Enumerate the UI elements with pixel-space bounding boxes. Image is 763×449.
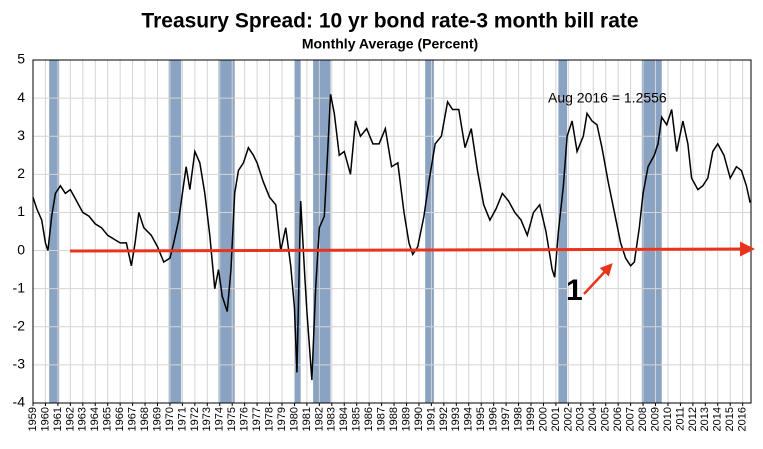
x-tick-label: 2010 xyxy=(662,407,674,431)
x-tick-label: 1986 xyxy=(363,407,375,431)
x-tick-label: 1964 xyxy=(89,407,101,431)
x-tick-label: 1983 xyxy=(326,407,338,431)
x-tick-label: 1998 xyxy=(512,407,524,431)
recession-band xyxy=(641,60,662,403)
x-tick-label: 1982 xyxy=(313,407,325,431)
x-tick-label: 1990 xyxy=(413,407,425,431)
x-tick-label: 1965 xyxy=(102,407,114,431)
x-tick-label: 2012 xyxy=(687,407,699,431)
plot-frame xyxy=(32,59,752,404)
recession-band xyxy=(168,60,182,403)
recession-band xyxy=(313,60,331,403)
x-tick-label: 1997 xyxy=(500,407,512,431)
x-tick-label: 2003 xyxy=(575,407,587,431)
pointer-arrow xyxy=(583,263,613,295)
x-tick-label: 2004 xyxy=(587,407,599,431)
x-tick-label: 1976 xyxy=(239,407,251,431)
recession-band xyxy=(425,60,434,403)
recession-band xyxy=(294,60,301,403)
x-tick-label: 2000 xyxy=(537,407,549,431)
x-tick-label: 1988 xyxy=(388,407,400,431)
x-tick-label: 1962 xyxy=(64,407,76,431)
y-tick-label: 4 xyxy=(17,89,25,105)
recession-band xyxy=(218,60,235,403)
x-tick-label: 1981 xyxy=(301,407,313,431)
x-tick-label: 2007 xyxy=(625,407,637,431)
y-tick-label: -2 xyxy=(13,317,26,333)
x-tick-label: 1999 xyxy=(525,407,537,431)
recession-band xyxy=(49,60,60,403)
x-tick-label: 2001 xyxy=(550,407,562,431)
x-tick-label: 1959 xyxy=(27,407,39,431)
x-tick-label: 2015 xyxy=(724,407,736,431)
x-tick-label: 2011 xyxy=(674,407,686,431)
x-tick-label: 1973 xyxy=(201,407,213,431)
x-tick-label: 1992 xyxy=(438,407,450,431)
plot-area: 1959 1960 1961 1962 1963 1964 1965 1966 1967 1968… xyxy=(13,51,752,431)
x-tick-label: 2016 xyxy=(737,407,749,431)
reference-arrow xyxy=(69,241,755,257)
x-tick-label: 1996 xyxy=(488,407,500,431)
y-tick-label: -1 xyxy=(13,279,26,295)
y-tick-label: -4 xyxy=(13,394,26,410)
x-tick-label: 1987 xyxy=(376,407,388,431)
x-tick-label: 2014 xyxy=(712,407,724,431)
recession-band xyxy=(558,60,568,403)
x-tick-label: 1989 xyxy=(400,407,412,431)
x-tick-label: 2009 xyxy=(649,407,661,431)
x-tick-label: 1966 xyxy=(114,407,126,431)
y-tick-label: 1 xyxy=(17,203,25,219)
x-tick-label: 1970 xyxy=(164,407,176,431)
x-tick-label: 1972 xyxy=(189,407,201,431)
x-tick-label: 1978 xyxy=(263,407,275,431)
y-tick-label: 0 xyxy=(17,241,25,257)
x-tick-label: 1991 xyxy=(425,407,437,431)
x-tick-label: 1975 xyxy=(226,407,238,431)
x-tick-label: 1977 xyxy=(251,407,263,431)
x-tick-label: 1985 xyxy=(351,407,363,431)
y-tick-label: -3 xyxy=(13,356,26,372)
chart-subtitle: Monthly Average (Percent) xyxy=(302,36,478,52)
x-tick-label: 1974 xyxy=(214,407,226,431)
x-tick-label: 1993 xyxy=(450,407,462,431)
y-tick-label: 2 xyxy=(17,165,25,181)
annotation: 1 xyxy=(566,274,583,307)
data-line xyxy=(32,94,751,381)
x-tick-label: 1969 xyxy=(151,407,163,431)
x-tick-label: 1960 xyxy=(39,407,51,431)
y-tick-label: 3 xyxy=(17,127,25,143)
chart-title: Treasury Spread: 10 yr bond rate-3 month… xyxy=(141,10,638,33)
x-tick-label: 1980 xyxy=(288,407,300,431)
x-tick-label: 2002 xyxy=(562,407,574,431)
x-tick-label: 2008 xyxy=(637,407,649,431)
annotation: Aug 2016 = 1.2556 xyxy=(548,90,667,106)
x-tick-label: 2006 xyxy=(612,407,624,431)
x-tick-label: 1995 xyxy=(475,407,487,431)
x-tick-label: 2013 xyxy=(699,407,711,431)
x-tick-label: 1967 xyxy=(127,407,139,431)
y-tick-label: 5 xyxy=(17,51,25,67)
x-tick-label: 1968 xyxy=(139,407,151,431)
x-tick-label: 1984 xyxy=(338,407,350,431)
x-tick-label: 2005 xyxy=(600,407,612,431)
x-tick-label: 1963 xyxy=(77,407,89,431)
x-tick-label: 1994 xyxy=(463,407,475,431)
x-tick-label: 1971 xyxy=(176,407,188,431)
x-tick-label: 1979 xyxy=(276,407,288,431)
x-tick-label: 1961 xyxy=(52,407,64,431)
